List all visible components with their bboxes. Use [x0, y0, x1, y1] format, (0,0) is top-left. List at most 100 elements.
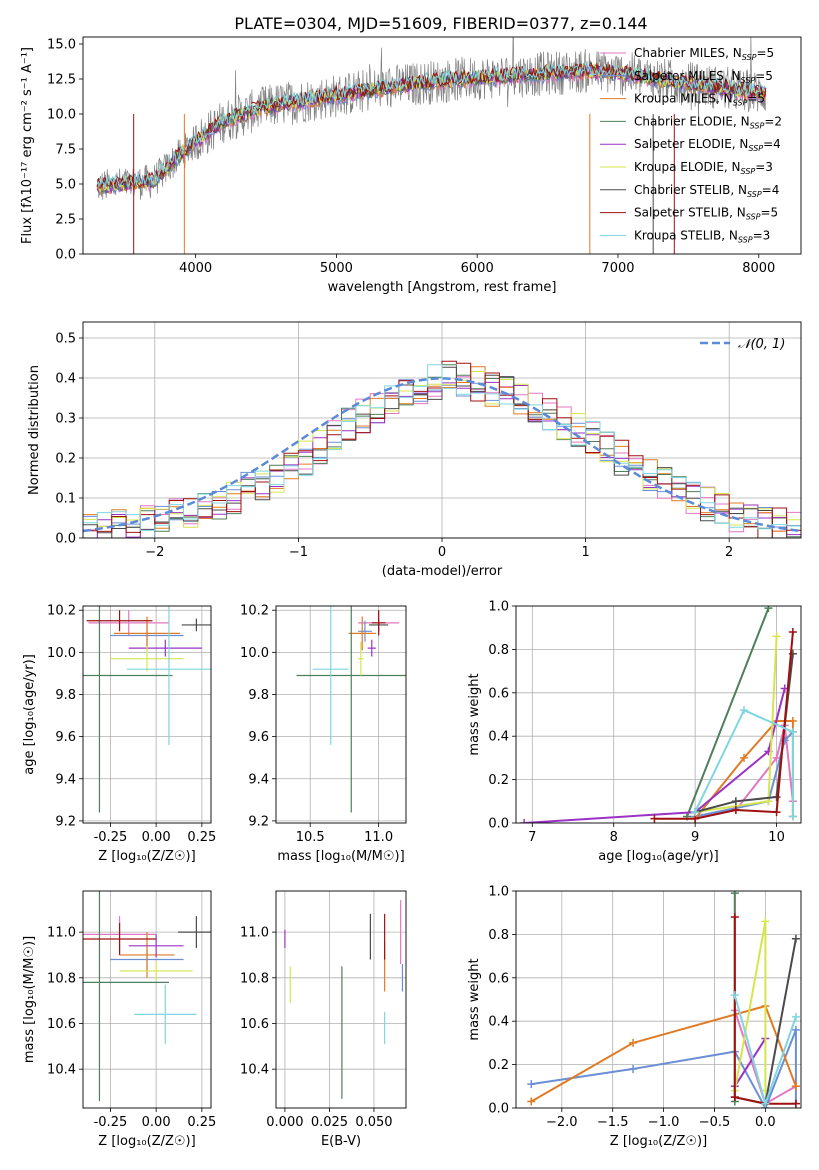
y-axis-label: mass weight: [467, 958, 482, 1040]
x-axis-label: Z [log₁₀(Z/Z☉)]: [98, 1134, 195, 1149]
errorbar-kroupa-elodie: [110, 646, 184, 672]
axes-frame: [82, 321, 802, 539]
weight-point: [740, 753, 748, 762]
y-tick-label: 0.4: [55, 372, 76, 387]
x-tick-label: 9: [691, 830, 699, 845]
y-tick-label: 9.8: [248, 688, 269, 703]
chart-mass-vs-Z: -0.25 0.00 0.25 10.4 10.6 10.8 11.0 Z [log₁₀(Z/…: [22, 890, 216, 1149]
legend-entry: 𝒩(0, 1): [738, 337, 785, 352]
weight-point: [527, 1080, 536, 1089]
x-tick-label: 7000: [601, 261, 634, 276]
y-tick-label: 9.8: [55, 688, 76, 703]
x-tick-label: 0.00: [142, 830, 171, 845]
y-tick-label: 9.4: [55, 772, 76, 787]
normal-curve: [83, 377, 801, 533]
errorbar-salpeter-elodie: [128, 934, 184, 958]
y-tick-label: 9.6: [248, 730, 269, 745]
x-tick-label: 0.050: [355, 1115, 392, 1130]
y-tick-label: 11.0: [240, 926, 269, 941]
x-tick-label: 1: [581, 545, 589, 560]
weight-point: [731, 805, 740, 814]
errorbar-chabrier-stelib: [181, 618, 211, 632]
legend-entry: Chabrier MILES, NSSP=5: [634, 46, 774, 62]
legend-entry: Salpeter MILES, NSSP=5: [634, 69, 773, 85]
weight-point: [791, 1099, 800, 1108]
weight-point: [520, 819, 529, 823]
weight-point: [788, 628, 797, 637]
errorbar-chabrier-elodie: [83, 891, 169, 1102]
x-tick-label: −1.0: [648, 1115, 680, 1130]
weight-point: [788, 812, 797, 821]
axes-frame: [515, 605, 802, 824]
errorbar-salpeter-elodie: [128, 639, 202, 657]
weight-point: [791, 934, 800, 943]
x-tick-label: −1.5: [597, 1115, 629, 1130]
axes-frame: [82, 36, 802, 255]
x-axis-label: Z [log₁₀(Z/Z☉)]: [98, 849, 195, 864]
model-spectrum-kroupa-stelib: [96, 61, 767, 189]
weight-line-kroupa-elodie: [733, 921, 767, 1091]
errorbar-kroupa-elodie: [119, 961, 193, 981]
x-tick-label: 8000: [742, 261, 775, 276]
weight-point: [761, 917, 770, 926]
errorbar-salpeter-stelib: [83, 922, 157, 955]
errorbar-chabrier-elodie: [83, 606, 173, 813]
x-tick-label: -0.25: [94, 830, 128, 845]
y-tick-label: 0.3: [55, 412, 76, 427]
legend-entry: Salpeter ELODIE, NSSP=4: [634, 137, 781, 153]
y-tick-label: 0.0: [488, 817, 509, 832]
weight-point: [791, 1025, 800, 1034]
x-tick-label: 0.25: [187, 1115, 216, 1130]
x-tick-label: 5000: [320, 261, 353, 276]
errorbar-salpeter-stelib: [86, 610, 153, 632]
y-tick-label: 0.0: [488, 1102, 509, 1117]
y-tick-label: 12.5: [47, 73, 76, 88]
x-tick-label: 0.025: [311, 1115, 348, 1130]
y-axis-label: age [log₁₀(age/yr)]: [22, 654, 37, 775]
weight-line-kroupa-miles: [530, 1004, 797, 1103]
x-tick-label: 0.000: [266, 1115, 303, 1130]
axes-frame: [275, 605, 407, 824]
plot-area: [83, 322, 801, 538]
plot-area: [83, 891, 211, 1108]
y-tick-label: 0.4: [488, 730, 509, 745]
weight-point: [731, 797, 740, 806]
weight-point: [650, 814, 659, 823]
plot-area: [516, 891, 801, 1108]
y-tick-label: 10.8: [240, 971, 269, 986]
y-tick-label: 0.6: [488, 971, 509, 986]
legend-entry: Chabrier STELIB, NSSP=4: [634, 183, 779, 199]
errorbar-kroupa-miles: [348, 616, 376, 651]
axes-frame: [275, 890, 407, 1109]
weight-point: [788, 727, 797, 736]
y-tick-label: 10.0: [240, 646, 269, 661]
y-tick-label: 10.0: [47, 108, 76, 123]
weight-point: [730, 1093, 739, 1102]
histogram-kroupa-stelib: [83, 364, 801, 531]
y-tick-label: 0.0: [55, 532, 76, 547]
x-axis-label: mass [log₁₀(M/M☉)]: [277, 849, 404, 864]
x-tick-label: 0: [438, 545, 446, 560]
x-tick-label: 0.00: [142, 1115, 171, 1130]
chart-spectrum: 4000 5000 6000 7000 8000 0.0 2.5 5.0 7.5 10.0 12.5…: [20, 36, 802, 295]
y-tick-label: 0.8: [488, 643, 509, 658]
x-tick-label: 8: [610, 830, 618, 845]
weight-line-chabrier-elodie: [686, 607, 770, 817]
axes-frame: [82, 605, 212, 824]
y-tick-label: 10.0: [47, 646, 76, 661]
plot-area: [96, 37, 767, 254]
x-tick-label: −2.0: [546, 1115, 578, 1130]
x-tick-label: 6000: [461, 261, 494, 276]
x-tick-label: 11.0: [364, 830, 393, 845]
weight-point: [629, 1064, 638, 1073]
weight-point: [691, 808, 700, 817]
weight-point: [730, 913, 739, 922]
y-tick-label: 10.4: [240, 1063, 269, 1078]
x-tick-label: 7: [528, 830, 536, 845]
x-tick-label: 0.25: [187, 830, 216, 845]
y-tick-label: 9.6: [55, 730, 76, 745]
y-tick-label: 0.6: [488, 686, 509, 701]
y-axis-label: mass weight: [467, 673, 482, 755]
plot-area: [276, 606, 406, 823]
